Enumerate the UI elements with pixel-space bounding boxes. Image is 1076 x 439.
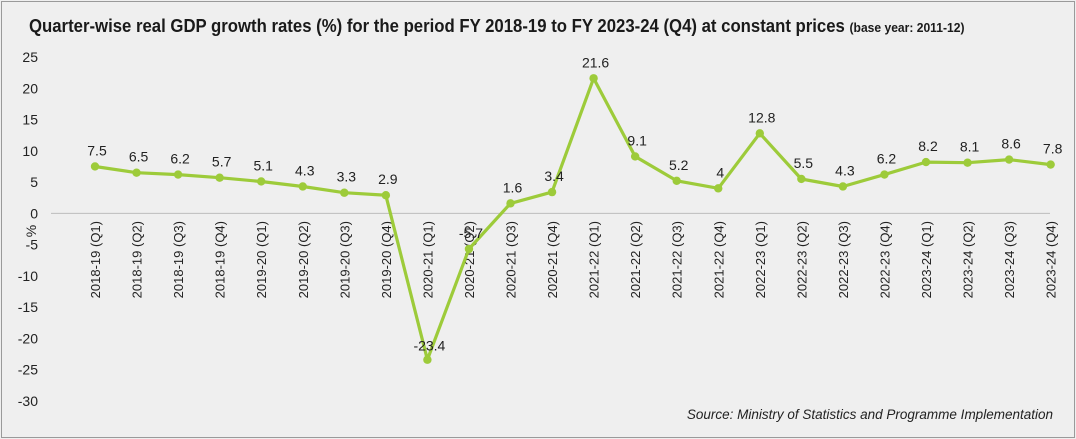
source-note: Source: Ministry of Statistics and Progr…: [686, 407, 1053, 422]
y-tick-label: 10: [22, 143, 38, 159]
x-tick-label: 2020-21 (Q3): [504, 221, 519, 298]
y-tick-label: 15: [22, 112, 38, 128]
data-point-marker: [838, 182, 848, 191]
data-point-marker: [423, 355, 432, 364]
data-point-marker: [464, 244, 474, 254]
y-tick-label: 20: [22, 80, 38, 96]
x-tick-label: 2021-22 (Q2): [628, 221, 643, 298]
data-point-marker: [547, 187, 557, 197]
data-label: 8.2: [918, 138, 938, 154]
data-point-marker: [797, 174, 806, 184]
data-label: 6.2: [170, 151, 190, 167]
data-point-marker: [921, 157, 931, 167]
data-label: -23.4: [413, 338, 445, 354]
data-label: 8.6: [1001, 136, 1021, 152]
data-point-marker: [257, 177, 266, 186]
data-label: 1.6: [503, 179, 523, 195]
data-point-marker: [132, 168, 141, 177]
data-point-marker: [589, 74, 598, 83]
data-label: 5.5: [794, 155, 814, 171]
x-tick-label: 2020-21 (Q1): [420, 221, 435, 298]
y-tick-label: -25: [18, 362, 38, 378]
data-label: 7.5: [87, 142, 107, 158]
data-point-marker: [381, 191, 391, 200]
chart-title: Quarter-wise real GDP growth rates (%) f…: [29, 16, 964, 37]
y-tick-label: 5: [30, 174, 38, 190]
data-label: 5.1: [253, 157, 273, 173]
data-point-marker: [215, 173, 224, 182]
data-point-marker: [963, 158, 972, 167]
data-label: -5.7: [459, 225, 483, 241]
y-tick-label: -5: [26, 237, 39, 253]
x-tick-label: 2023-24 (Q2): [961, 221, 976, 298]
x-tick-label: 2021-22 (Q4): [711, 221, 726, 298]
x-tick-label: 2018-19 (Q1): [88, 221, 103, 298]
x-tick-label: 2019-20 (Q3): [337, 221, 352, 298]
data-label: 3.3: [337, 169, 357, 185]
data-point-marker: [880, 170, 889, 179]
x-tick-label: 2022-23 (Q2): [794, 221, 809, 298]
x-tick-label: 2018-19 (Q3): [171, 221, 186, 298]
x-tick-label: 2022-23 (Q3): [836, 221, 851, 298]
x-tick-label: 2020-21 (Q2): [462, 221, 477, 298]
data-label: 5.7: [212, 154, 232, 170]
x-tick-label: 2023-24 (Q1): [919, 221, 934, 298]
data-label: 12.8: [748, 109, 775, 125]
x-tick-label: 2021-22 (Q3): [670, 221, 685, 298]
data-point-marker: [672, 176, 681, 186]
data-label: 6.2: [877, 151, 897, 167]
x-tick-label: 2023-24 (Q3): [1002, 221, 1017, 298]
x-tick-label: 2022-23 (Q4): [877, 221, 892, 298]
data-label: 8.1: [960, 139, 980, 155]
x-tick-label: 2018-19 (Q4): [213, 221, 228, 298]
x-tick-label: 2018-19 (Q2): [130, 221, 145, 298]
data-label: 4.3: [835, 162, 855, 178]
data-label: 21.6: [582, 54, 609, 70]
x-tick-label: 2019-20 (Q4): [379, 221, 394, 298]
data-label: 4.3: [295, 162, 315, 178]
gdp-series-line: [93, 76, 1053, 362]
data-point-marker: [506, 199, 515, 208]
data-point-marker: [1046, 160, 1055, 169]
y-tick-label: -30: [18, 393, 38, 409]
y-tick-label: 0: [30, 205, 38, 221]
data-label: 2.9: [378, 171, 398, 187]
x-tick-label: 2019-20 (Q2): [296, 221, 311, 298]
data-label: 3.4: [544, 168, 564, 184]
data-point-marker: [340, 188, 349, 197]
chart-title-main: Quarter-wise real GDP growth rates (%) f…: [29, 16, 845, 36]
data-point-marker: [1004, 155, 1014, 164]
y-axis-title: %: [23, 225, 39, 237]
y-tick-label: -15: [18, 299, 38, 315]
data-label: 4: [716, 164, 724, 180]
chart-subtitle: (base year: 2011-12): [849, 20, 965, 35]
data-label: 5.2: [669, 157, 689, 173]
data-point-marker: [630, 152, 640, 161]
x-tick-label: 2020-21 (Q4): [545, 221, 560, 298]
data-point-marker: [90, 162, 100, 171]
data-label: 7.8: [1043, 141, 1063, 157]
y-tick-label: -20: [18, 330, 38, 346]
y-tick-label: -10: [18, 268, 38, 284]
data-point-marker: [298, 182, 307, 191]
y-tick-label: 25: [22, 49, 38, 65]
x-tick-label: 2021-22 (Q1): [587, 221, 602, 298]
data-label: 6.5: [129, 149, 149, 165]
data-point-marker: [755, 129, 764, 138]
x-tick-label: 2023-24 (Q4): [1044, 221, 1059, 298]
data-label: 9.1: [627, 132, 647, 148]
x-tick-label: 2019-20 (Q1): [254, 221, 269, 298]
data-point-marker: [173, 170, 183, 179]
x-tick-label: 2022-23 (Q1): [753, 221, 768, 298]
data-point-marker: [714, 184, 723, 193]
